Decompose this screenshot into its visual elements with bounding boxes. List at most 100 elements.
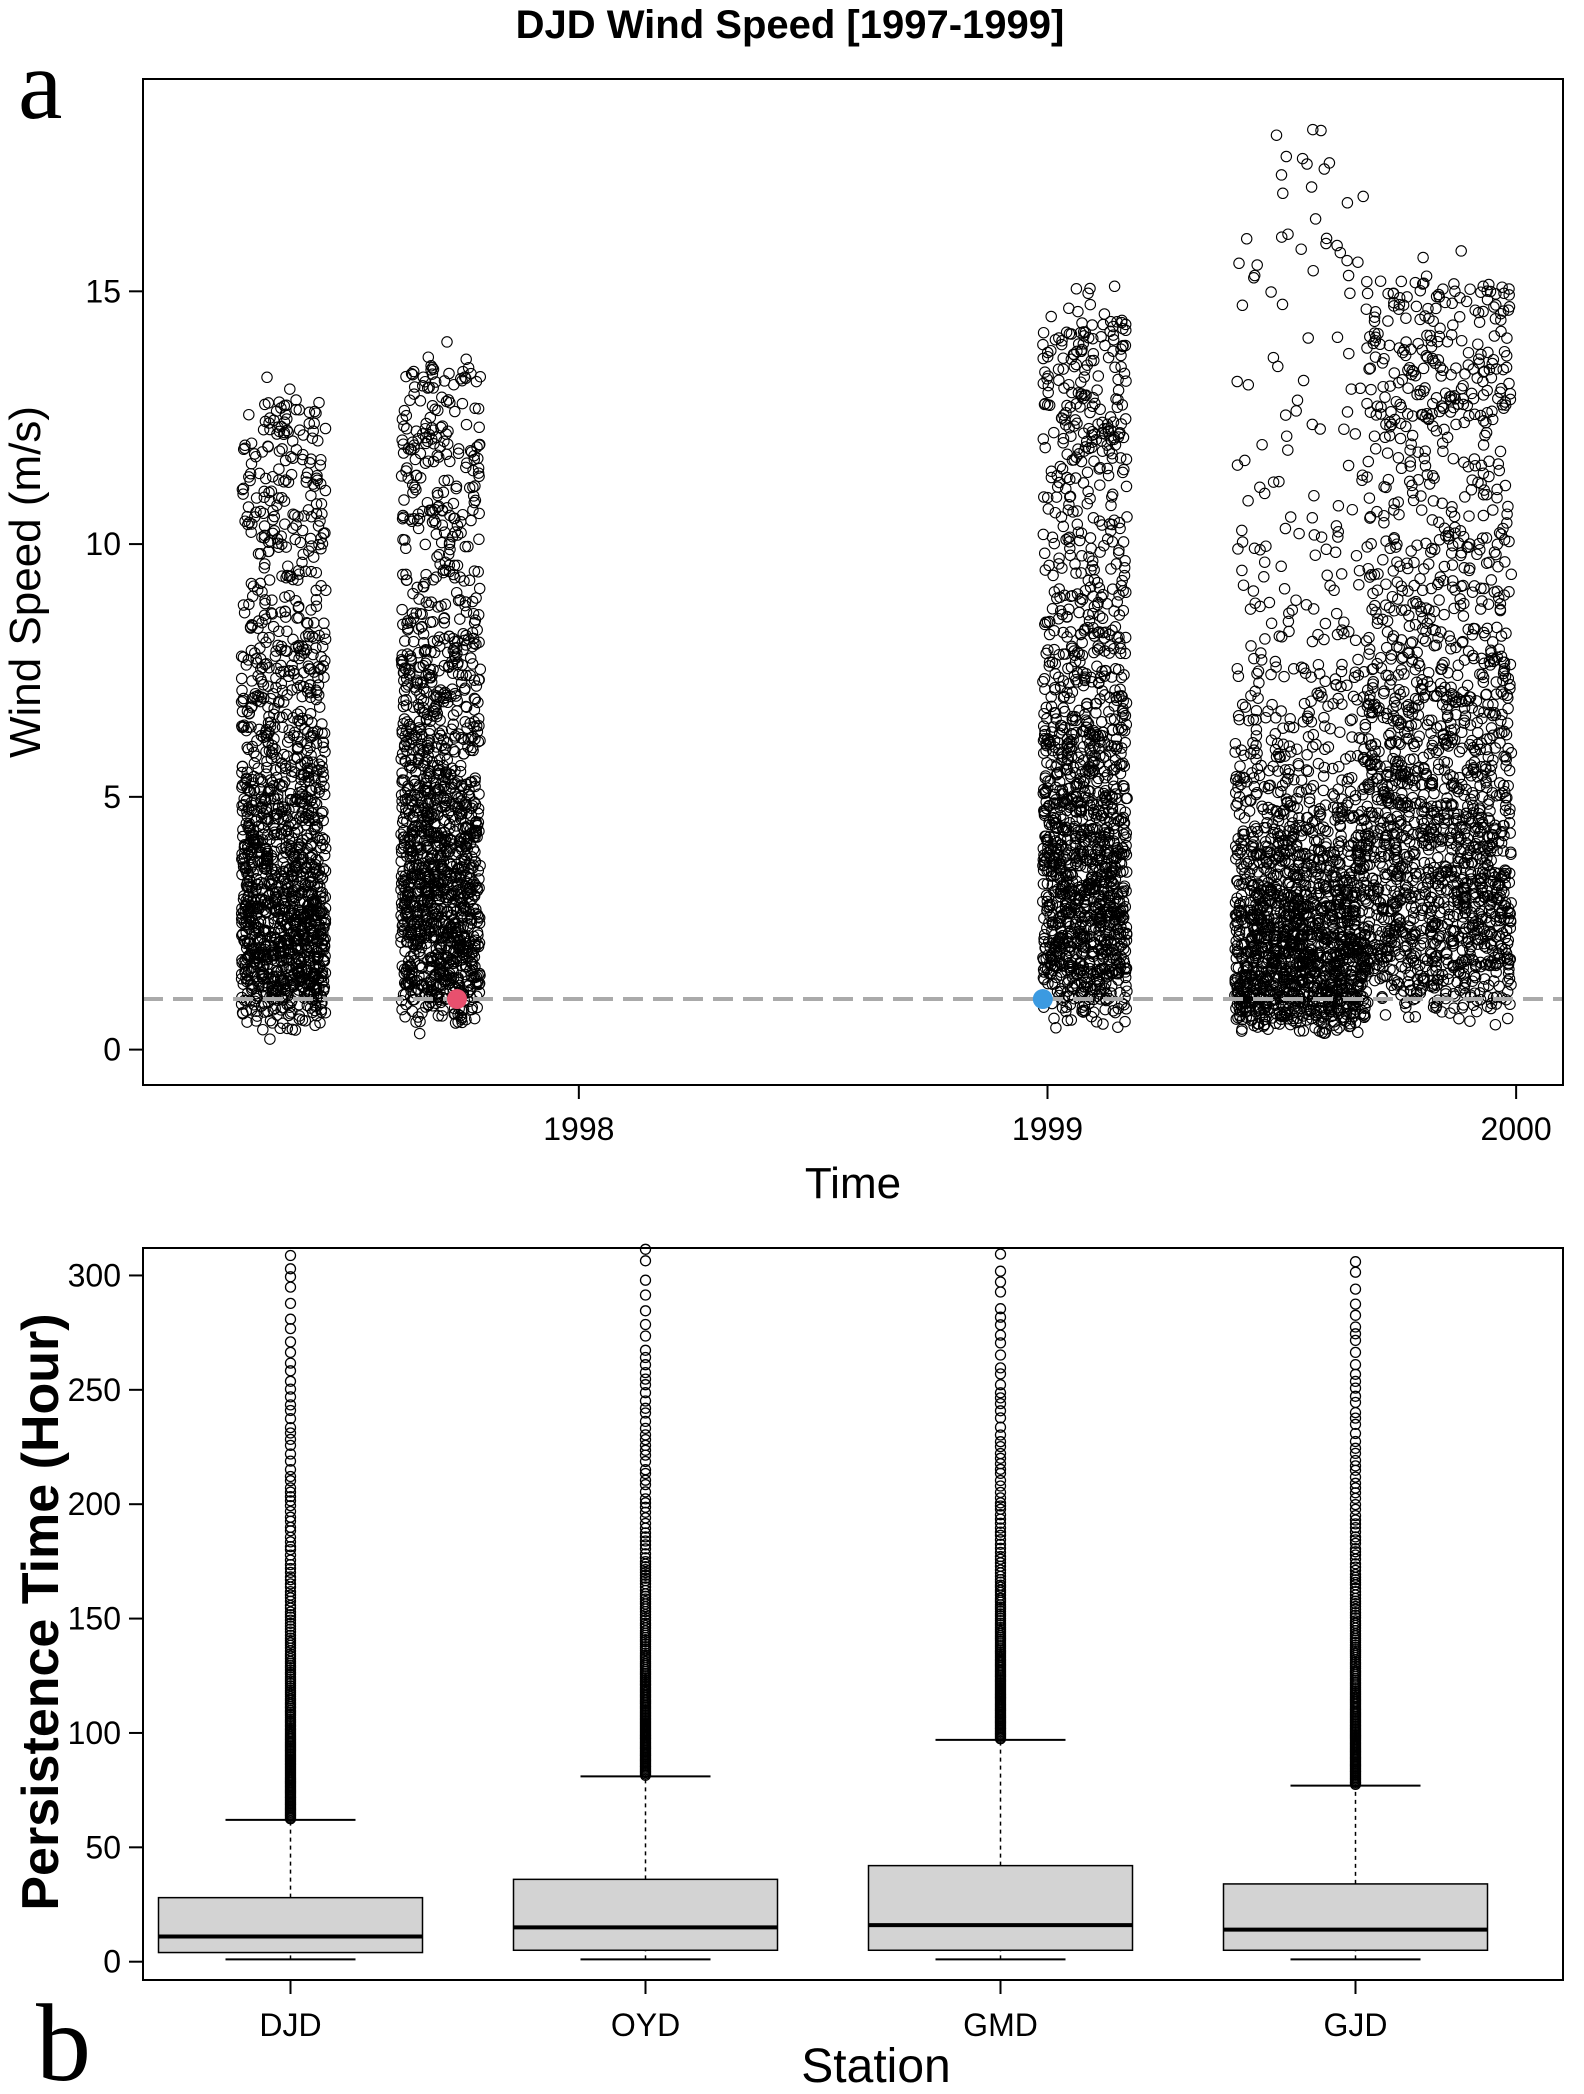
scatter-point <box>311 686 323 698</box>
scatter-point <box>251 584 264 596</box>
scatter-point <box>1037 326 1050 339</box>
scatter-point <box>319 842 332 855</box>
scatter-point <box>310 982 323 995</box>
scatter-point <box>293 841 305 854</box>
scatter-point <box>270 645 282 657</box>
scatter-point <box>240 724 253 737</box>
scatter-point <box>272 946 285 958</box>
scatter-point <box>1242 379 1255 391</box>
scatter-point <box>253 467 266 480</box>
scatter-point <box>1037 528 1050 541</box>
scatter-point <box>264 939 277 951</box>
scatter-point <box>317 934 330 947</box>
scatter-point <box>265 485 278 497</box>
scatter-point <box>454 613 466 625</box>
scatter-point <box>264 774 277 786</box>
scatter-point <box>1093 610 1106 622</box>
scatter-point <box>272 800 285 812</box>
scatter-point <box>310 798 323 810</box>
scatter-point <box>319 633 332 645</box>
scatter-point <box>258 532 271 544</box>
scatter-point <box>310 642 322 654</box>
scatter-point <box>297 548 309 561</box>
scatter-point <box>268 525 281 537</box>
scatter-point <box>317 814 329 827</box>
scatter-point <box>282 989 294 1002</box>
scatter-point <box>250 750 262 763</box>
scatter-point <box>261 897 274 910</box>
scatter-point <box>292 911 305 924</box>
scatter-point <box>398 420 410 432</box>
scatter-point <box>258 1006 270 1018</box>
scatter-point <box>290 403 302 416</box>
scatter-point <box>284 383 296 395</box>
scatter-point <box>259 472 272 485</box>
scatter-point <box>1258 556 1271 568</box>
scatter-point <box>279 900 292 913</box>
scatter-point <box>283 665 296 677</box>
scatter-point <box>253 949 265 962</box>
scatter-point <box>256 931 268 944</box>
scatter-point <box>310 896 322 909</box>
scatter-point <box>283 589 296 602</box>
scatter-point <box>1094 479 1106 491</box>
scatter-point <box>296 453 309 466</box>
scatter-point <box>315 453 327 466</box>
scatter-point <box>242 821 254 834</box>
scatter-point <box>312 435 324 447</box>
scatter-point <box>259 597 271 610</box>
scatter-point <box>250 653 262 665</box>
scatter-point <box>254 783 267 796</box>
scatter-point <box>285 907 297 920</box>
scatter-point <box>311 821 324 834</box>
scatter-point <box>1332 500 1345 512</box>
scatter-point <box>270 405 283 417</box>
scatter-point <box>264 990 276 1003</box>
scatter-point <box>305 730 317 742</box>
scatter-point <box>250 492 263 504</box>
scatter-point <box>260 863 273 876</box>
scatter-point <box>255 883 268 896</box>
scatter-point <box>236 805 249 817</box>
scatter-point <box>1086 319 1098 331</box>
scatter-point <box>408 381 421 393</box>
scatter-point <box>301 714 314 726</box>
scatter-point <box>315 971 327 984</box>
scatter-point <box>274 1022 286 1035</box>
scatter-point <box>278 776 291 788</box>
scatter-point <box>408 388 420 400</box>
scatter-point <box>280 952 293 965</box>
scatter-point <box>262 397 275 409</box>
scatter-point <box>243 408 255 421</box>
scatter-point <box>265 752 278 765</box>
scatter-point <box>268 708 280 721</box>
scatter-point <box>318 849 331 862</box>
scatter-point <box>257 1023 269 1036</box>
scatter-point <box>287 573 299 586</box>
scatter-point <box>305 565 317 578</box>
scatter-point <box>460 418 473 431</box>
scatter-point <box>302 898 315 911</box>
scatter-point <box>311 472 323 485</box>
scatter-point <box>1043 628 1056 641</box>
scatter-point <box>314 880 326 893</box>
scatter-point <box>287 508 299 520</box>
scatter-point <box>1277 722 1289 734</box>
scatter-point <box>309 858 322 871</box>
scatter-point <box>318 833 331 846</box>
scatter-point <box>310 862 322 874</box>
scatter-point <box>315 1006 328 1018</box>
scatter-point <box>1306 635 1319 648</box>
scatter-point <box>1095 716 1108 728</box>
scatter-point <box>235 672 248 685</box>
scatter-point <box>241 975 253 988</box>
scatter-point <box>1040 647 1052 660</box>
scatter-point <box>315 542 327 555</box>
scatter-point <box>473 421 485 434</box>
scatter-point <box>235 913 248 925</box>
scatter-point <box>282 1009 295 1022</box>
scatter-point <box>280 824 293 837</box>
scatter-point <box>284 1007 297 1020</box>
scatter-point <box>310 737 323 749</box>
